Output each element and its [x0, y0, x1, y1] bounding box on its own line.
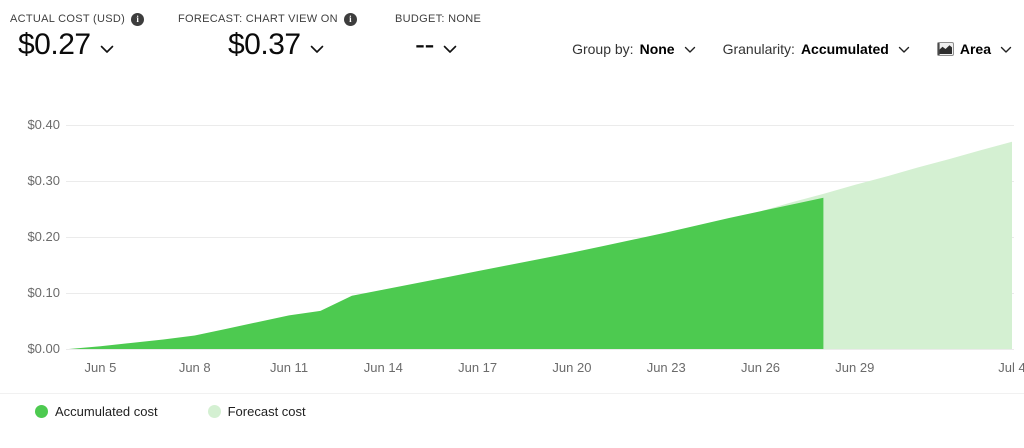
chart-type-select[interactable]: Area [936, 41, 1012, 57]
legend: Accumulated cost Forecast cost [35, 404, 306, 419]
info-icon[interactable]: i [343, 12, 357, 26]
metric-actual-cost: ACTUAL COST (USD) i $0.27 [10, 11, 145, 62]
x-axis-label: Jun 29 [835, 360, 875, 375]
x-axis-label: Jun 5 [84, 360, 117, 375]
group-by-value: None [639, 41, 675, 57]
x-axis-label: Jun 26 [741, 360, 781, 375]
legend-label: Forecast cost [227, 404, 306, 419]
y-axis-label: $0.30 [27, 173, 60, 188]
chevron-down-icon [1000, 46, 1012, 53]
forecast-value: $0.37 [228, 28, 301, 61]
group-by-select[interactable]: Group by: None [572, 41, 695, 57]
legend-item[interactable]: Accumulated cost [35, 404, 158, 419]
y-axis-label: $0.40 [27, 117, 60, 132]
granularity-label: Granularity: [722, 41, 795, 57]
actual-cost-value: $0.27 [18, 28, 91, 61]
chevron-down-icon[interactable] [310, 45, 324, 54]
metric-budget: BUDGET: NONE -- [395, 11, 481, 62]
actual-cost-label: ACTUAL COST (USD) [10, 13, 126, 25]
info-icon[interactable]: i [131, 12, 145, 26]
header: ACTUAL COST (USD) i $0.27 FORECAST: CHAR… [0, 0, 1024, 82]
x-axis-label: Jun 17 [458, 360, 498, 375]
metric-forecast: FORECAST: CHART VIEW ON i $0.37 [178, 11, 357, 62]
x-axis-label: Jul 4 [998, 360, 1024, 375]
area-chart-icon [936, 42, 954, 56]
group-by-label: Group by: [572, 41, 634, 57]
budget-value: -- [415, 28, 434, 61]
x-axis-label: Jun 14 [363, 360, 403, 375]
forecast-label: FORECAST: CHART VIEW ON [178, 13, 338, 25]
y-axis-label: $0.00 [27, 341, 60, 356]
x-axis-label: Jun 8 [178, 360, 211, 375]
accumulated-cost-area [69, 197, 824, 349]
x-axis-label: Jun 11 [269, 360, 309, 375]
legend-item[interactable]: Forecast cost [207, 404, 306, 419]
budget-label: BUDGET: NONE [395, 13, 482, 25]
legend-dot-icon [35, 405, 48, 418]
chart-controls: Group by: None Granularity: Accumulated … [572, 41, 1012, 57]
y-axis-label: $0.10 [27, 285, 60, 300]
chart-bottom-divider [0, 393, 1024, 394]
chevron-down-icon [898, 46, 910, 53]
chevron-down-icon[interactable] [443, 45, 457, 54]
chart-type-value: Area [959, 41, 991, 57]
chevron-down-icon[interactable] [100, 45, 114, 54]
x-axis-label: Jun 20 [552, 360, 592, 375]
granularity-select[interactable]: Granularity: Accumulated [723, 41, 910, 57]
legend-label: Accumulated cost [55, 404, 158, 419]
granularity-value: Accumulated [800, 41, 889, 57]
chevron-down-icon [684, 46, 695, 53]
y-axis-label: $0.20 [27, 229, 60, 244]
x-axis-label: Jun 23 [646, 360, 686, 375]
legend-dot-icon [207, 405, 221, 418]
